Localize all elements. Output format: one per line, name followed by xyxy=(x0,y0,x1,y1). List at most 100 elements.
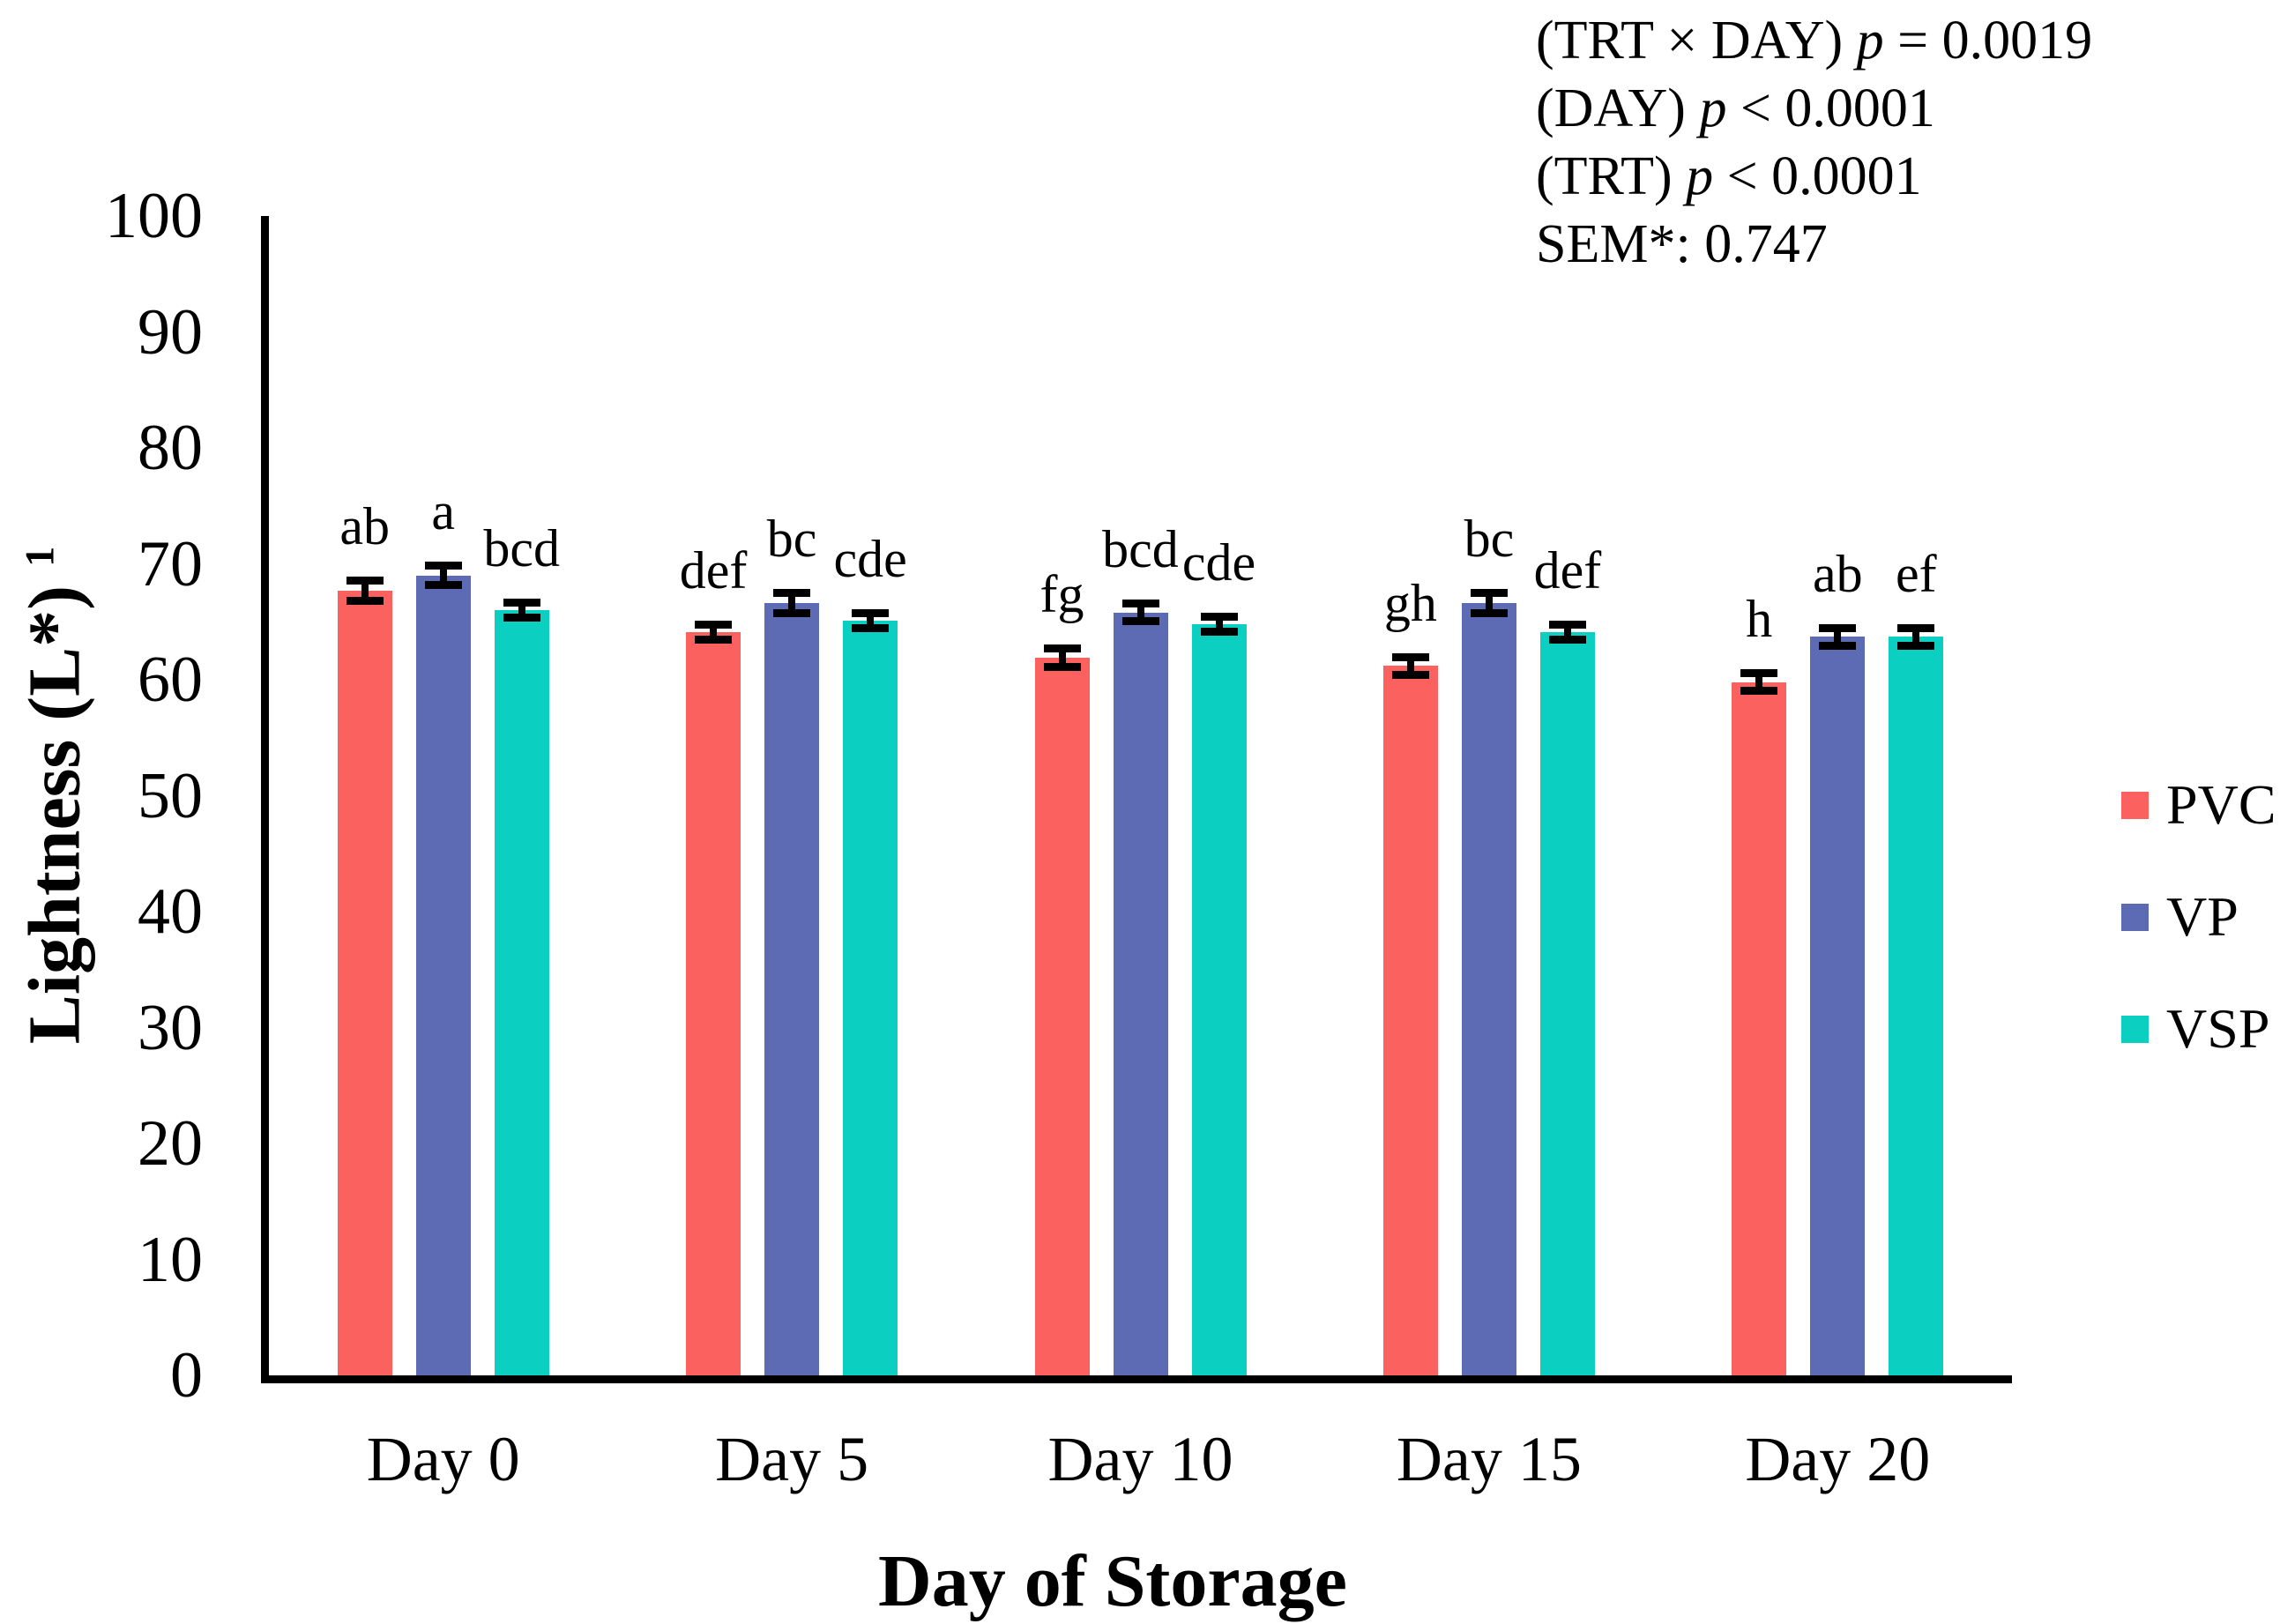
error-bar-cap-top xyxy=(773,589,811,598)
y-tick-label-90: 90 xyxy=(138,295,203,369)
x-tick-label-day-20: Day 20 xyxy=(1745,1424,1931,1494)
error-bar-stem xyxy=(1136,603,1144,622)
bar-pvc-day-0 xyxy=(337,590,392,1375)
y-tick-label-0: 0 xyxy=(170,1339,203,1412)
significance-letter: ab xyxy=(339,496,390,555)
x-axis-line xyxy=(261,1375,2012,1383)
legend-label-pvc: PVC xyxy=(2166,773,2276,836)
stats-line-1: (TRT × DAY) p = 0.0019 xyxy=(1536,7,2092,75)
significance-letter: a xyxy=(431,481,455,540)
x-tick-label-day-15: Day 15 xyxy=(1396,1424,1582,1494)
y-tick-label-10: 10 xyxy=(138,1223,203,1296)
error-bar-cap-bottom xyxy=(852,624,890,633)
bar-vp-day-15 xyxy=(1461,603,1516,1375)
significance-letter: h xyxy=(1746,590,1773,649)
y-axis-line xyxy=(261,216,269,1383)
bar-vp-day-10 xyxy=(1113,612,1168,1375)
error-bar-stem xyxy=(710,623,718,641)
y-tick-label-100: 100 xyxy=(105,180,203,252)
bar-vsp-day-10 xyxy=(1191,623,1247,1375)
significance-letter: fg xyxy=(1039,565,1084,624)
error-bar-cap-bottom xyxy=(1740,687,1778,696)
significance-letter: bc xyxy=(766,510,817,569)
error-bar-cap-top xyxy=(1121,600,1159,608)
error-bar-stem xyxy=(361,579,369,601)
stats-text: SEM*: 0.747 xyxy=(1536,214,1828,274)
bar-pvc-day-10 xyxy=(1034,658,1090,1375)
stats-annotation: (TRT × DAY) p = 0.0019 (DAY) p < 0.0001 (T… xyxy=(1536,7,2092,279)
x-tick-label-day-5: Day 5 xyxy=(715,1424,869,1494)
p-symbol: p xyxy=(1686,146,1714,206)
error-bar-stem xyxy=(1215,615,1223,633)
legend-swatch-pvc xyxy=(2121,791,2149,819)
bar-vsp-day-0 xyxy=(494,610,549,1375)
bar-vp-day-0 xyxy=(415,575,471,1375)
error-bar-cap-top xyxy=(1897,623,1935,632)
x-axis-title: Day of Storage xyxy=(878,1540,1347,1622)
stats-text: < 0.0001 xyxy=(1726,78,1935,138)
significance-letter: bc xyxy=(1464,510,1515,569)
stats-text: (DAY) xyxy=(1536,78,1700,138)
error-bar-cap-bottom xyxy=(503,614,540,622)
y-tick-label-70: 70 xyxy=(138,527,203,600)
stats-text: (TRT × DAY) xyxy=(1536,11,1857,71)
error-bar-stem xyxy=(439,564,447,586)
error-bar-stem xyxy=(1834,627,1842,646)
error-bar-stem xyxy=(1912,627,1920,646)
error-bar-stem xyxy=(1485,592,1493,615)
error-bar-cap-bottom xyxy=(1121,617,1159,626)
error-bar-cap-top xyxy=(346,576,384,585)
y-tick-label-60: 60 xyxy=(138,644,203,716)
legend-item-vp: VP xyxy=(2121,885,2239,948)
bar-pvc-day-15 xyxy=(1382,666,1438,1375)
bar-vp-day-20 xyxy=(1810,637,1866,1375)
stats-line-2: (DAY) p < 0.0001 xyxy=(1536,75,2092,143)
error-bar-cap-top xyxy=(1043,644,1081,653)
error-bar-stem xyxy=(518,601,525,619)
error-bar-stem xyxy=(1058,648,1066,667)
error-bar-cap-top xyxy=(1200,612,1238,621)
error-bar-stem xyxy=(1563,623,1571,641)
bar-vsp-day-20 xyxy=(1889,637,1944,1375)
significance-letter: cde xyxy=(833,529,907,588)
error-bar-stem xyxy=(1755,673,1763,692)
error-bar-cap-bottom xyxy=(1391,670,1429,679)
legend-item-vsp: VSP xyxy=(2121,997,2269,1060)
y-tick-label-50: 50 xyxy=(138,759,203,832)
significance-letter: def xyxy=(679,540,748,600)
significance-letter: gh xyxy=(1383,573,1437,632)
legend-label-vp: VP xyxy=(2166,885,2239,948)
error-bar-cap-top xyxy=(1819,623,1857,632)
stats-text: (TRT) xyxy=(1536,146,1687,206)
legend-item-pvc: PVC xyxy=(2121,773,2276,836)
stats-line-4: SEM*: 0.747 xyxy=(1536,211,2092,279)
x-tick-label-day-10: Day 10 xyxy=(1047,1424,1233,1494)
y-tick-label-40: 40 xyxy=(138,875,203,948)
significance-letter: def xyxy=(1533,540,1602,600)
y-tick-label-30: 30 xyxy=(138,991,203,1064)
error-bar-cap-top xyxy=(1470,589,1508,598)
error-bar-cap-top xyxy=(1740,669,1778,678)
bar-pvc-day-5 xyxy=(686,632,741,1375)
error-bar-cap-top xyxy=(1391,652,1429,661)
error-bar-stem xyxy=(867,612,875,629)
error-bar-cap-bottom xyxy=(1200,628,1238,637)
significance-letter: ab xyxy=(1812,544,1863,603)
stats-line-3: (TRT) p < 0.0001 xyxy=(1536,143,2092,211)
bar-vsp-day-15 xyxy=(1539,632,1595,1375)
bar-vp-day-5 xyxy=(764,603,820,1375)
bar-vsp-day-5 xyxy=(843,620,898,1375)
error-bar-cap-bottom xyxy=(1548,636,1586,644)
legend-swatch-vp xyxy=(2121,903,2149,931)
y-tick-label-20: 20 xyxy=(138,1107,203,1180)
error-bar-cap-bottom xyxy=(773,609,811,618)
significance-letter: ef xyxy=(1895,544,1937,603)
bar-pvc-day-20 xyxy=(1732,682,1787,1375)
error-bar-cap-bottom xyxy=(1819,641,1857,650)
significance-letter: bcd xyxy=(1102,520,1179,579)
error-bar-cap-top xyxy=(852,608,890,617)
p-symbol: p xyxy=(1699,78,1727,138)
error-bar-cap-top xyxy=(424,561,462,570)
error-bar-cap-bottom xyxy=(1897,641,1935,650)
